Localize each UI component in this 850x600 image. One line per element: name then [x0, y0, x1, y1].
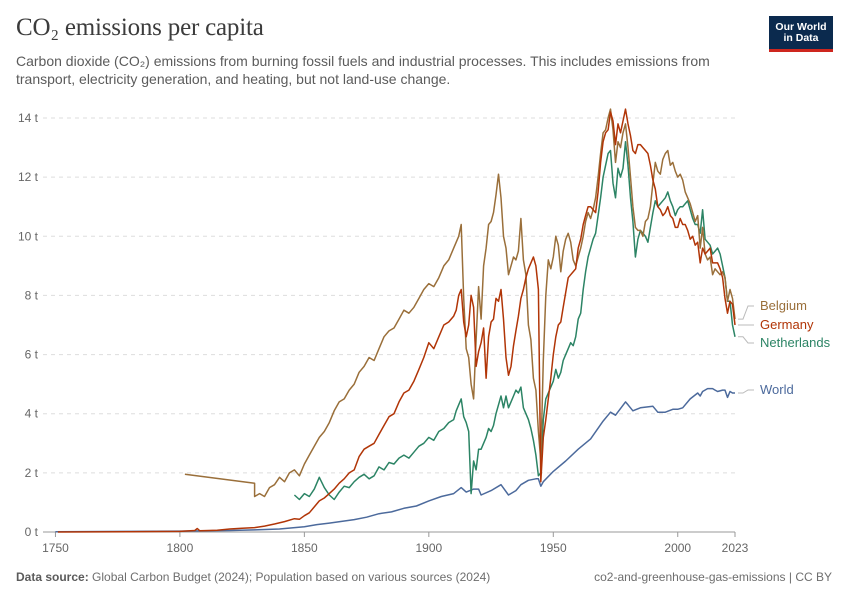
y-tick-label: 0 t: [25, 525, 39, 539]
label-layer: 0 t 2 t 4 t 6 t 8 t 10 t 12 t 14 t 1750 1800 1850 1…: [18, 111, 831, 555]
series-label-world[interactable]: World: [760, 382, 794, 397]
x-tick-label: 1950: [540, 541, 567, 555]
series-label-belgium[interactable]: Belgium: [760, 298, 807, 313]
label-connector: [738, 305, 754, 320]
data-source-text[interactable]: Global Carbon Budget (2024); Population …: [92, 570, 491, 584]
y-tick-label: 8 t: [25, 288, 39, 302]
x-tick-label: 2023: [722, 541, 749, 555]
chart-title: CO₂ emissions per capita: [16, 14, 264, 41]
series-line-germany[interactable]: [57, 108, 736, 533]
chart-subtitle: Carbon dioxide (CO₂) emissions from burn…: [16, 53, 710, 87]
series-line-world[interactable]: [55, 387, 735, 533]
x-tick-label: 1850: [291, 541, 318, 555]
chart-slug-license[interactable]: co2-and-greenhouse-gas-emissions | CC BY: [594, 570, 832, 584]
logo-text: Our World in Data: [775, 20, 827, 44]
y-tick-label: 2 t: [25, 466, 39, 480]
x-tick-label: 1900: [415, 541, 442, 555]
x-tick-label: 1750: [42, 541, 69, 555]
label-connector: [738, 336, 754, 344]
label-connector: [738, 389, 754, 394]
grid-layer: [43, 117, 736, 537]
x-tick-label: 2000: [664, 541, 691, 555]
y-tick-label: 4 t: [25, 407, 39, 421]
y-tick-label: 6 t: [25, 348, 39, 362]
data-source: Data source: Global Carbon Budget (2024)…: [16, 570, 490, 584]
data-source-label: Data source:: [16, 570, 89, 584]
series-layer: [55, 108, 736, 533]
y-tick-label: 10 t: [18, 229, 39, 243]
series-label-netherlands[interactable]: Netherlands: [760, 335, 831, 350]
y-tick-label: 14 t: [18, 111, 39, 125]
series-line-belgium[interactable]: [184, 108, 736, 498]
owid-logo[interactable]: Our World in Data: [769, 16, 833, 52]
series-label-germany[interactable]: Germany: [760, 317, 814, 332]
x-tick-label: 1800: [167, 541, 194, 555]
y-tick-label: 12 t: [18, 170, 39, 184]
series-line-netherlands[interactable]: [293, 140, 736, 501]
